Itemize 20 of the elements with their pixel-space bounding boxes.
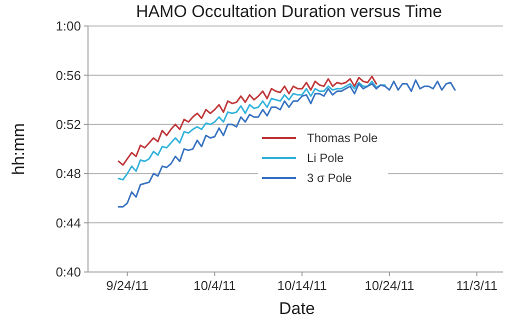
legend-label: 3 σ Pole [307, 171, 352, 186]
legend-label: Li Pole [307, 151, 344, 166]
line-series [118, 80, 386, 181]
y-tick-label: 0:40 [56, 264, 81, 280]
y-tick-label: 1:00 [56, 18, 81, 34]
x-tick-label: 11/3/11 [456, 278, 498, 293]
legend-label: Thomas Pole [307, 131, 378, 146]
line-series [118, 76, 378, 166]
chart-title: HAMO Occultation Duration versus Time [136, 2, 442, 21]
line-series [118, 79, 456, 208]
y-axis-title: hh:mm [9, 123, 28, 175]
x-tick-label: 10/24/11 [364, 278, 414, 293]
x-tick-label: 10/4/11 [193, 278, 236, 293]
x-axis-title: Date [279, 299, 315, 318]
x-tick-label: 10/14/11 [277, 278, 327, 293]
y-tick-label: 0:44 [56, 215, 81, 230]
x-tick-label: 9/24/11 [106, 278, 149, 293]
y-tick-label: 0:52 [56, 116, 81, 132]
y-tick-label: 0:56 [56, 68, 81, 83]
y-tick-label: 0:48 [56, 166, 81, 182]
